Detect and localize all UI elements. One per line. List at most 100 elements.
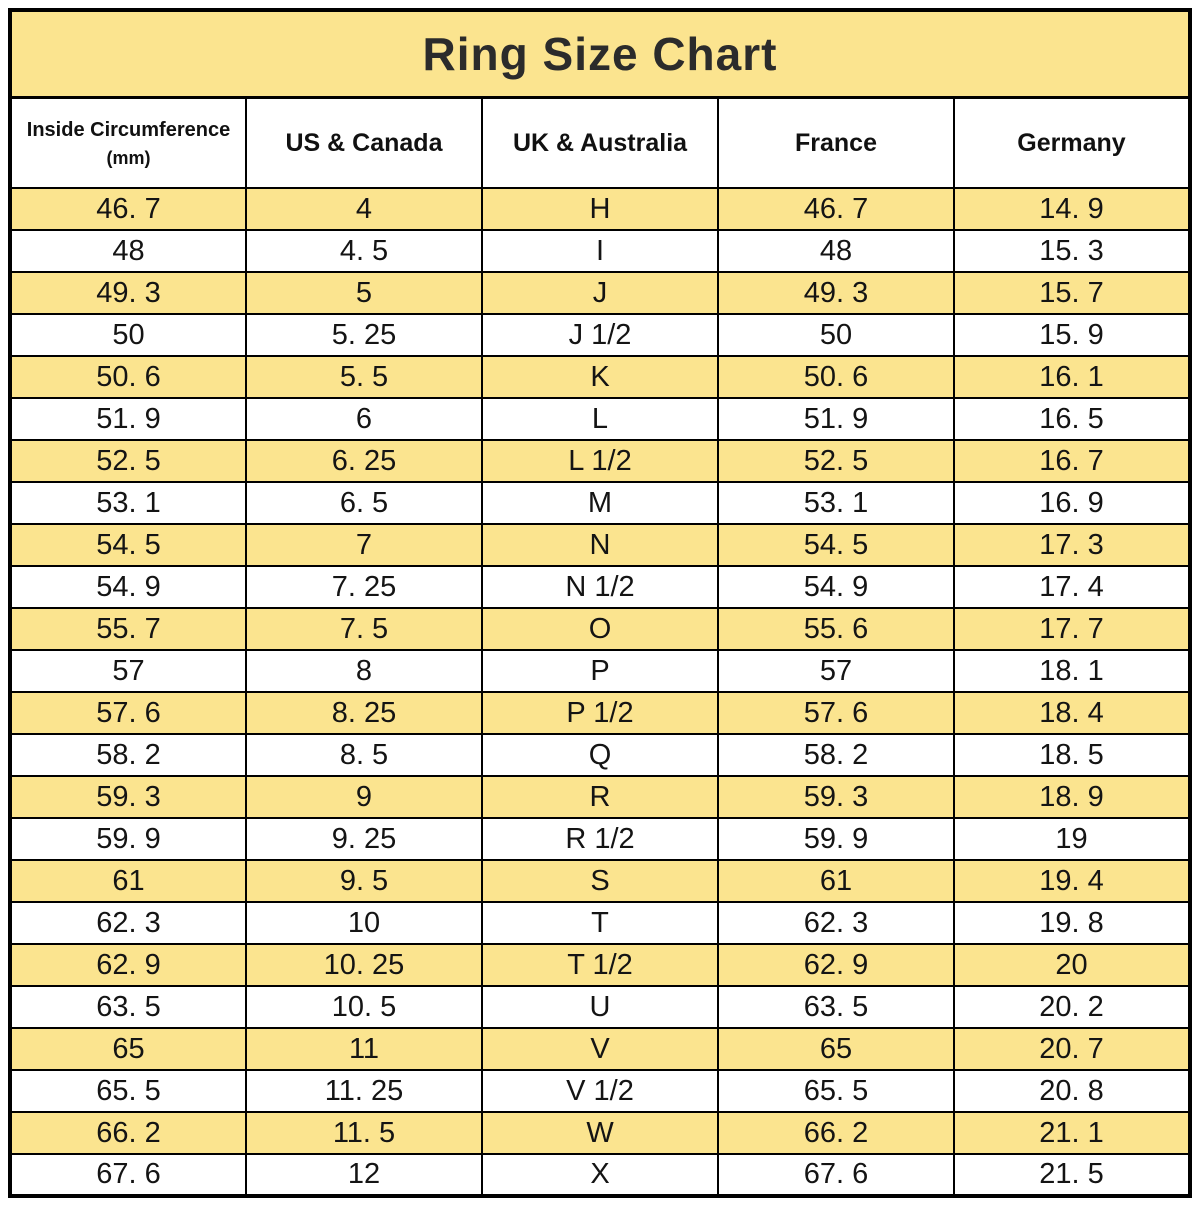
title-row: Ring Size Chart	[9, 9, 1191, 99]
cell-germany: 17. 3	[953, 523, 1191, 567]
cell-us-canada: 7	[245, 523, 483, 567]
cell-uk-australia: T 1/2	[481, 943, 719, 987]
cell-france: 54. 9	[717, 565, 955, 609]
cell-inside-circumference-mm: 59. 9	[9, 817, 247, 861]
cell-france: 50	[717, 313, 955, 357]
table-row: 53. 1 6. 5 M 53. 1 16. 9	[9, 481, 1191, 525]
cell-uk-australia: L	[481, 397, 719, 441]
column-header-inside-circumference-mm: Inside Circumference (mm)	[9, 96, 247, 189]
table-row: 65. 5 11. 25 V 1/2 65. 5 20. 8	[9, 1069, 1191, 1113]
table-body: 46. 7 4 H 46. 7 14. 9 48 4. 5 I 48 15. 3 49. 3 5 J 49…	[9, 187, 1191, 1197]
cell-uk-australia: R 1/2	[481, 817, 719, 861]
cell-france: 57. 6	[717, 691, 955, 735]
table-head: Ring Size Chart Inside Circumference (mm)…	[9, 9, 1191, 189]
cell-us-canada: 9. 5	[245, 859, 483, 903]
cell-france: 62. 3	[717, 901, 955, 945]
cell-inside-circumference-mm: 67. 6	[9, 1153, 247, 1197]
cell-france: 51. 9	[717, 397, 955, 441]
cell-germany: 19. 4	[953, 859, 1191, 903]
table-row: 61 9. 5 S 61 19. 4	[9, 859, 1191, 903]
cell-france: 49. 3	[717, 271, 955, 315]
cell-germany: 16. 1	[953, 355, 1191, 399]
cell-france: 59. 3	[717, 775, 955, 819]
cell-inside-circumference-mm: 54. 9	[9, 565, 247, 609]
cell-uk-australia: V 1/2	[481, 1069, 719, 1113]
column-header-line1: Inside Circumference	[26, 118, 231, 141]
cell-us-canada: 9. 25	[245, 817, 483, 861]
cell-inside-circumference-mm: 49. 3	[9, 271, 247, 315]
cell-france: 67. 6	[717, 1153, 955, 1197]
cell-france: 62. 9	[717, 943, 955, 987]
table-row: 58. 2 8. 5 Q 58. 2 18. 5	[9, 733, 1191, 777]
cell-france: 57	[717, 649, 955, 693]
cell-inside-circumference-mm: 65	[9, 1027, 247, 1071]
column-header-row: Inside Circumference (mm) US & Canada UK & …	[9, 96, 1191, 189]
cell-us-canada: 4. 5	[245, 229, 483, 273]
cell-france: 48	[717, 229, 955, 273]
cell-us-canada: 5. 25	[245, 313, 483, 357]
table-row: 54. 9 7. 25 N 1/2 54. 9 17. 4	[9, 565, 1191, 609]
cell-us-canada: 11. 25	[245, 1069, 483, 1113]
cell-inside-circumference-mm: 65. 5	[9, 1069, 247, 1113]
cell-uk-australia: I	[481, 229, 719, 273]
cell-germany: 17. 7	[953, 607, 1191, 651]
cell-france: 53. 1	[717, 481, 955, 525]
table-row: 55. 7 7. 5 O 55. 6 17. 7	[9, 607, 1191, 651]
column-header-uk-australia: UK & Australia	[481, 96, 719, 189]
cell-uk-australia: V	[481, 1027, 719, 1071]
cell-uk-australia: W	[481, 1111, 719, 1155]
ring-size-table: Ring Size Chart Inside Circumference (mm)…	[8, 8, 1192, 1198]
cell-inside-circumference-mm: 66. 2	[9, 1111, 247, 1155]
cell-inside-circumference-mm: 62. 9	[9, 943, 247, 987]
cell-germany: 19. 8	[953, 901, 1191, 945]
cell-france: 52. 5	[717, 439, 955, 483]
cell-france: 54. 5	[717, 523, 955, 567]
cell-us-canada: 5	[245, 271, 483, 315]
table-row: 65 11 V 65 20. 7	[9, 1027, 1191, 1071]
cell-inside-circumference-mm: 53. 1	[9, 481, 247, 525]
cell-germany: 20. 7	[953, 1027, 1191, 1071]
cell-france: 61	[717, 859, 955, 903]
cell-uk-australia: L 1/2	[481, 439, 719, 483]
cell-us-canada: 4	[245, 187, 483, 231]
table-row: 48 4. 5 I 48 15. 3	[9, 229, 1191, 273]
table-row: 50 5. 25 J 1/2 50 15. 9	[9, 313, 1191, 357]
cell-us-canada: 11	[245, 1027, 483, 1071]
cell-us-canada: 8. 5	[245, 733, 483, 777]
cell-us-canada: 6. 5	[245, 481, 483, 525]
cell-uk-australia: Q	[481, 733, 719, 777]
cell-france: 59. 9	[717, 817, 955, 861]
cell-uk-australia: P	[481, 649, 719, 693]
table-row: 62. 3 10 T 62. 3 19. 8	[9, 901, 1191, 945]
cell-uk-australia: T	[481, 901, 719, 945]
cell-inside-circumference-mm: 57	[9, 649, 247, 693]
cell-us-canada: 9	[245, 775, 483, 819]
cell-inside-circumference-mm: 50	[9, 313, 247, 357]
cell-germany: 18. 5	[953, 733, 1191, 777]
table-row: 63. 5 10. 5 U 63. 5 20. 2	[9, 985, 1191, 1029]
cell-germany: 18. 4	[953, 691, 1191, 735]
cell-inside-circumference-mm: 61	[9, 859, 247, 903]
column-header-france: France	[717, 96, 955, 189]
cell-france: 66. 2	[717, 1111, 955, 1155]
column-header-line2: (mm)	[106, 147, 151, 168]
cell-us-canada: 10. 25	[245, 943, 483, 987]
table-row: 52. 5 6. 25 L 1/2 52. 5 16. 7	[9, 439, 1191, 483]
cell-france: 63. 5	[717, 985, 955, 1029]
table-row: 57. 6 8. 25 P 1/2 57. 6 18. 4	[9, 691, 1191, 735]
cell-germany: 19	[953, 817, 1191, 861]
cell-inside-circumference-mm: 54. 5	[9, 523, 247, 567]
cell-germany: 15. 7	[953, 271, 1191, 315]
cell-france: 55. 6	[717, 607, 955, 651]
table-row: 59. 9 9. 25 R 1/2 59. 9 19	[9, 817, 1191, 861]
cell-us-canada: 5. 5	[245, 355, 483, 399]
cell-germany: 16. 5	[953, 397, 1191, 441]
cell-germany: 20. 8	[953, 1069, 1191, 1113]
cell-uk-australia: R	[481, 775, 719, 819]
table-row: 50. 6 5. 5 K 50. 6 16. 1	[9, 355, 1191, 399]
cell-uk-australia: U	[481, 985, 719, 1029]
cell-us-canada: 7. 25	[245, 565, 483, 609]
cell-uk-australia: J 1/2	[481, 313, 719, 357]
cell-france: 58. 2	[717, 733, 955, 777]
cell-us-canada: 10	[245, 901, 483, 945]
